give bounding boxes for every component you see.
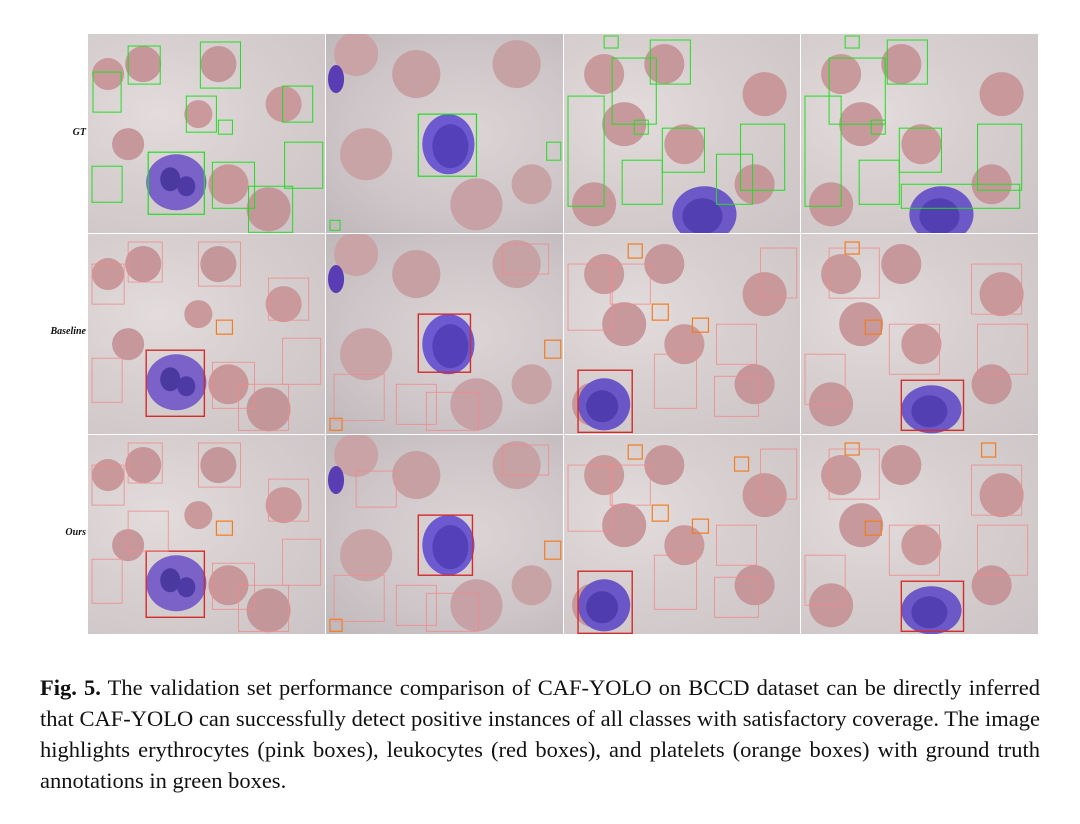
image-ours-1	[88, 434, 325, 634]
figure-caption-text: The validation set performance compariso…	[40, 675, 1041, 793]
image-ours-3	[563, 434, 801, 634]
image-baseline-4	[801, 234, 1038, 434]
image-gt-1	[88, 34, 325, 234]
image-grid	[88, 34, 1038, 634]
image-ours-2	[325, 434, 563, 634]
figure-caption: Fig. 5. The validation set performance c…	[40, 672, 1040, 796]
row-label-ours: Ours	[65, 527, 86, 538]
image-gt-3	[563, 34, 801, 234]
image-gt-2	[325, 34, 563, 234]
image-ours-4	[801, 434, 1038, 634]
image-baseline-1	[88, 234, 325, 434]
detection-figure	[88, 34, 1038, 634]
image-baseline-3	[563, 234, 801, 434]
image-baseline-2	[325, 234, 563, 434]
row-label-baseline: Baseline	[50, 326, 86, 337]
figure-caption-label: Fig. 5.	[40, 675, 101, 700]
row-label-gt: GT	[72, 127, 86, 138]
image-gt-4	[801, 34, 1038, 234]
